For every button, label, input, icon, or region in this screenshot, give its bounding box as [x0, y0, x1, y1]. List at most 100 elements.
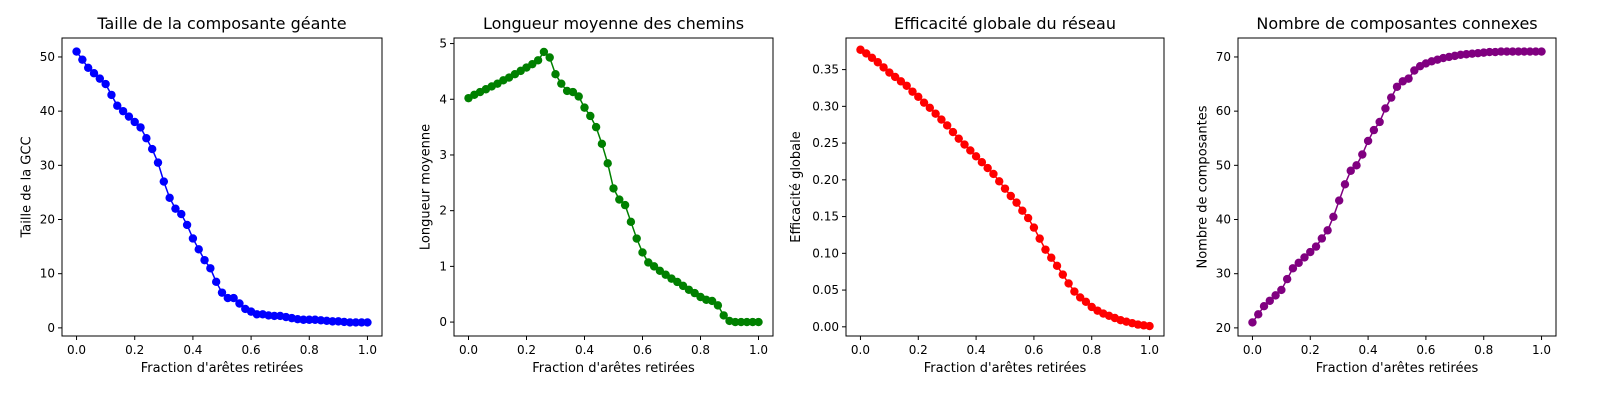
y-tick-label: 0.35	[812, 63, 839, 77]
x-tick-label: 0.2	[1301, 343, 1320, 357]
data-point	[1358, 150, 1367, 159]
y-tick-label: 0.10	[812, 246, 839, 260]
data-point	[539, 47, 549, 57]
data-point	[919, 98, 929, 107]
x-tick-label: 1.0	[749, 343, 768, 357]
data-point	[574, 92, 583, 101]
data-point	[754, 317, 763, 327]
chart-title: Nombre de composantes connexes	[1256, 14, 1537, 33]
x-tick-label: 0.2	[517, 343, 536, 357]
data-point	[142, 134, 151, 143]
y-tick-label: 5	[439, 37, 447, 51]
plot-frame	[453, 37, 774, 337]
y-tick-label: 60	[1216, 104, 1231, 118]
data-point	[902, 81, 911, 90]
data-point	[731, 317, 740, 327]
data-point	[966, 146, 975, 155]
data-point	[159, 177, 169, 186]
data-point	[867, 53, 877, 63]
data-point	[78, 55, 87, 64]
data-point	[1323, 226, 1332, 235]
data-point	[1012, 198, 1021, 207]
data-point	[107, 90, 116, 100]
data-point	[713, 301, 723, 310]
x-tick-label: 0.2	[125, 343, 144, 357]
y-tick-label: 0	[47, 321, 55, 335]
data-point	[72, 47, 81, 56]
data-point	[229, 293, 238, 303]
data-point	[971, 152, 981, 161]
data-point	[1064, 279, 1073, 288]
data-point	[609, 184, 618, 193]
data-point	[1496, 47, 1506, 56]
data-point	[177, 209, 186, 219]
data-point	[1000, 184, 1010, 193]
data-point	[1329, 212, 1338, 221]
x-tick-label: 0.4	[967, 343, 986, 357]
data-point	[1081, 297, 1091, 307]
data-point	[1023, 213, 1033, 223]
data-point	[1248, 318, 1257, 327]
x-tick-label: 0.6	[1416, 343, 1435, 357]
y-tick-label: 0	[439, 315, 447, 329]
data-point	[188, 234, 198, 243]
data-point	[545, 53, 554, 62]
data-point	[632, 234, 641, 243]
x-axis-label: Fraction d'arêtes retirées	[532, 361, 695, 376]
data-point	[1282, 274, 1292, 284]
y-tick-label: 20	[40, 213, 55, 227]
x-axis-label: Fraction d'arêtes retirées	[924, 361, 1087, 376]
data-point	[1375, 117, 1384, 127]
x-tick-label: 1.0	[358, 343, 377, 357]
y-tick-label: 50	[1216, 158, 1231, 172]
data-point	[557, 79, 566, 88]
data-point	[95, 74, 105, 83]
data-point	[1392, 82, 1402, 91]
data-point	[130, 117, 139, 127]
data-point	[171, 204, 180, 213]
x-tick-label: 0.0	[1243, 343, 1262, 357]
series-line	[75, 51, 368, 324]
data-point	[638, 248, 647, 257]
data-point	[1381, 104, 1390, 113]
data-point	[597, 139, 607, 149]
data-point	[1346, 166, 1355, 175]
plot-frame	[1237, 37, 1557, 337]
x-tick-label: 0.0	[459, 343, 478, 357]
x-tick-label: 1.0	[1532, 343, 1551, 357]
data-point	[1047, 253, 1056, 262]
data-point	[1041, 245, 1050, 254]
data-point	[925, 103, 935, 113]
y-tick-label: 2	[439, 204, 447, 218]
data-point	[890, 72, 900, 82]
data-point	[113, 101, 122, 110]
data-point	[533, 56, 543, 65]
data-point	[305, 315, 314, 324]
data-point	[983, 163, 992, 173]
data-point	[873, 58, 882, 67]
data-point	[270, 311, 279, 321]
data-point	[1525, 47, 1535, 56]
data-point	[1317, 234, 1327, 243]
x-tick-label: 0.8	[691, 343, 710, 357]
data-point	[908, 87, 917, 96]
data-point	[206, 264, 215, 273]
data-point	[954, 134, 963, 143]
x-tick-label: 0.8	[300, 343, 319, 357]
x-tick-label: 0.4	[575, 343, 594, 357]
y-tick-label: 70	[1216, 50, 1231, 64]
data-point	[1334, 196, 1344, 205]
x-axis-label: Fraction d'arêtes retirées	[141, 361, 304, 376]
chart-title: Taille de la composante géante	[96, 14, 346, 33]
x-tick-label: 0.4	[183, 343, 202, 357]
data-point	[742, 317, 752, 327]
data-point	[885, 68, 894, 77]
y-axis-label: Taille de la GCC	[19, 136, 34, 238]
series-line	[1251, 50, 1542, 323]
data-point	[937, 115, 946, 124]
data-point	[1352, 161, 1361, 170]
data-point	[896, 77, 906, 86]
data-point	[942, 121, 952, 130]
data-point	[118, 106, 128, 116]
data-point	[200, 255, 209, 265]
